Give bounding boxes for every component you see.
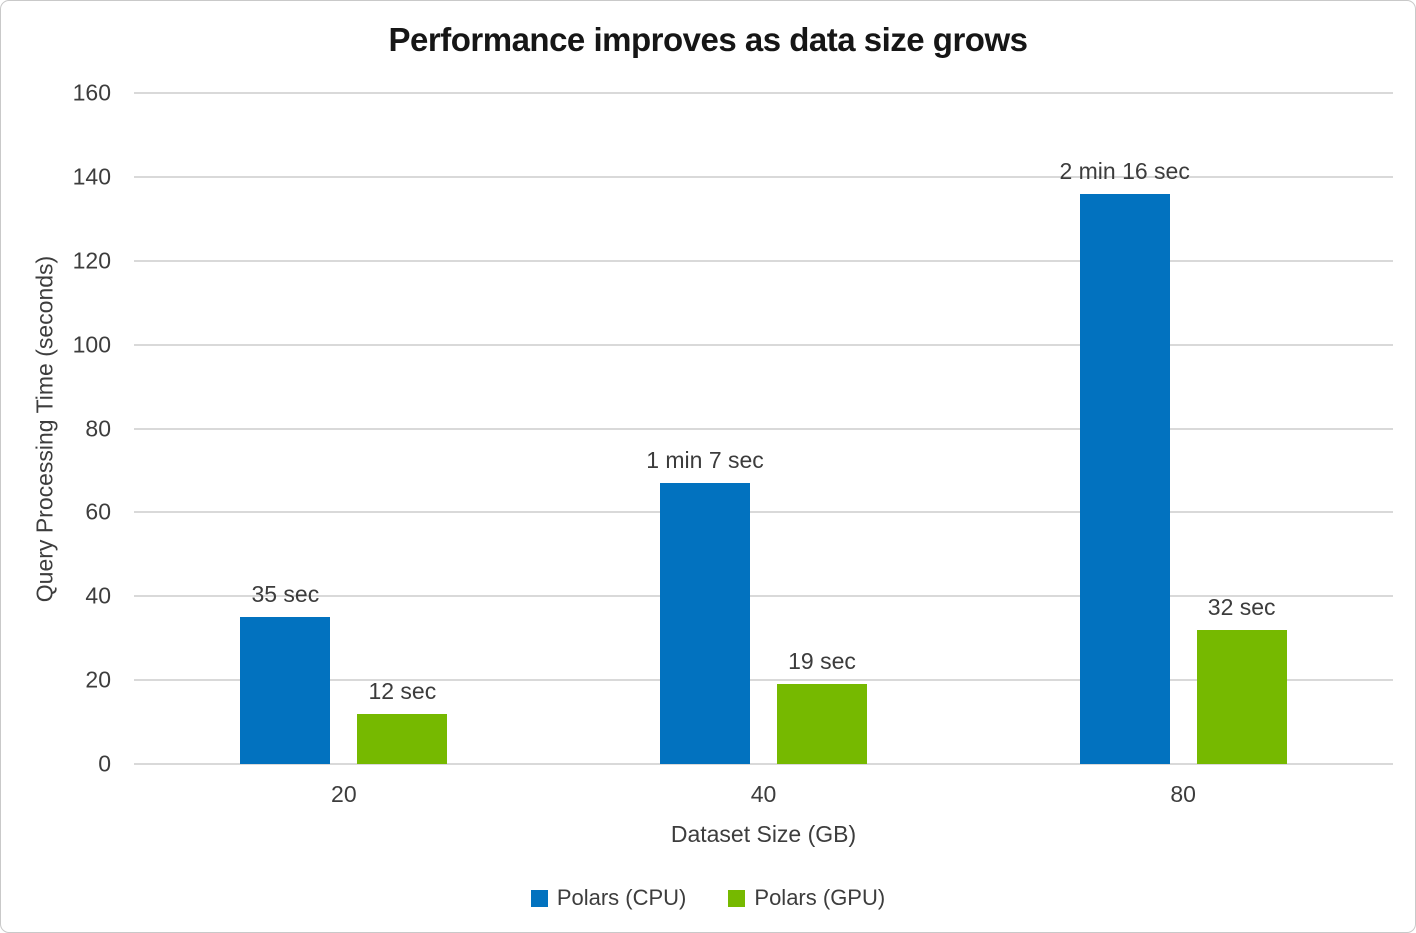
x-tick-label-40: 40: [750, 781, 777, 807]
y-tick-label-20: 20: [85, 666, 111, 693]
gridline-y-60: [134, 511, 1393, 514]
bar-polars-cpu-40gb: [660, 483, 750, 764]
bar-polars-gpu-40gb: [777, 684, 867, 764]
legend-label-polars-cpu: Polars (CPU): [556, 885, 687, 910]
data-label-polars-cpu-40gb: 1 min 7 sec: [646, 447, 764, 474]
bar-polars-gpu-20gb: [357, 713, 448, 764]
y-tick-label-40: 40: [85, 582, 111, 609]
x-axis-tick-labels: 20 40 80: [134, 781, 1393, 811]
y-tick-label-0: 0: [98, 750, 111, 777]
data-label-polars-gpu-40gb: 19 sec: [788, 648, 856, 675]
gridline-y-40: [134, 595, 1393, 598]
data-label-polars-gpu-80gb: 32 sec: [1207, 593, 1276, 620]
y-tick-label-140: 140: [72, 163, 111, 190]
bar-polars-cpu-20gb: [240, 617, 331, 764]
chart-title: Performance improves as data size grows: [388, 21, 1028, 58]
y-tick-label-120: 120: [72, 247, 111, 274]
x-tick-label-80: 80: [1170, 781, 1196, 807]
plot-area: 35 sec 12 sec 1 min 7 sec 19 sec 2 min 16 se…: [134, 92, 1393, 765]
x-axis-title: Dataset Size (GB): [670, 821, 857, 847]
data-label-polars-gpu-20gb: 12 sec: [368, 677, 437, 704]
y-tick-label-160: 160: [72, 79, 111, 106]
bar-polars-cpu-80gb: [1079, 193, 1170, 764]
y-tick-label-60: 60: [85, 498, 111, 525]
gridline-y-160: [134, 92, 1393, 94]
gridline-y-20: [134, 679, 1393, 682]
y-axis-tick-labels: 0 20 40 60 80 100 120 140 160: [1, 80, 111, 777]
legend-item-polars-gpu: Polars (GPU): [728, 885, 885, 911]
gridline-y-0: [134, 763, 1393, 765]
x-tick-label-20: 20: [331, 781, 357, 807]
legend-swatch-polars-cpu-icon: [530, 889, 548, 907]
y-tick-label-100: 100: [72, 331, 111, 358]
legend-swatch-polars-gpu-icon: [728, 889, 746, 907]
legend: Polars (CPU) Polars (GPU): [1, 885, 1415, 911]
bar-polars-gpu-80gb: [1196, 629, 1287, 764]
gridline-y-140: [134, 175, 1393, 178]
legend-label-polars-gpu: Polars (GPU): [754, 885, 886, 910]
gridline-y-120: [134, 259, 1393, 262]
y-tick-label-80: 80: [85, 415, 111, 441]
legend-item-polars-cpu: Polars (CPU): [530, 885, 687, 911]
gridline-y-80: [134, 427, 1393, 430]
data-label-polars-cpu-80gb: 2 min 16 sec: [1059, 157, 1190, 184]
data-label-polars-cpu-20gb: 35 sec: [251, 581, 320, 608]
gridline-y-100: [134, 343, 1393, 346]
